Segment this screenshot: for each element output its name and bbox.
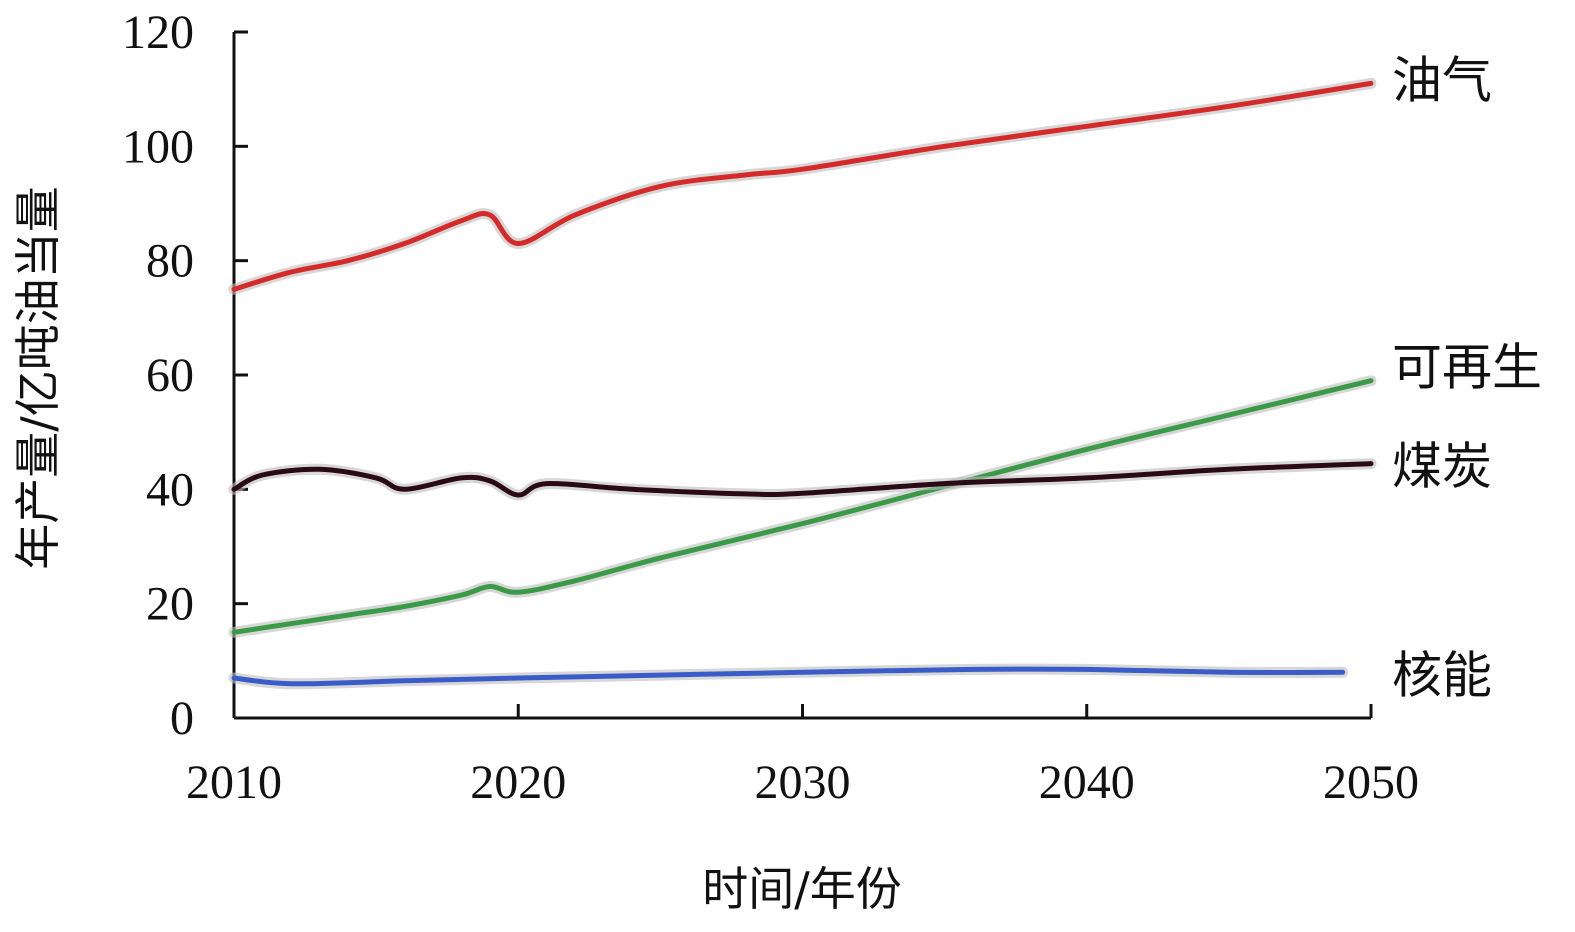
y-tick-label: 0 xyxy=(170,692,194,745)
series-line xyxy=(231,378,1374,635)
y-tick-label: 120 xyxy=(122,6,194,59)
x-tick-label: 2030 xyxy=(755,756,851,809)
series-line-halo xyxy=(228,77,1377,295)
x-tick-label: 2010 xyxy=(186,756,282,809)
series-line xyxy=(231,461,1374,498)
y-tick-label: 60 xyxy=(146,349,194,402)
series-line xyxy=(231,666,1346,687)
series-label: 煤炭 xyxy=(1392,438,1492,496)
y-tick-label: 80 xyxy=(146,235,194,288)
y-tick-label: 100 xyxy=(122,120,194,173)
x-tick-label: 2040 xyxy=(1039,756,1135,809)
series-lines xyxy=(228,77,1377,690)
x-tick-label: 2020 xyxy=(470,756,566,809)
series-line xyxy=(231,80,1374,292)
series-label: 核能 xyxy=(1392,646,1492,704)
x-axis-title: 时间/年份 xyxy=(702,862,902,916)
series-label: 油气 xyxy=(1392,51,1492,109)
y-tick-label: 20 xyxy=(146,578,194,631)
x-tick-label: 2050 xyxy=(1323,756,1419,809)
series-line-halo xyxy=(228,375,1377,638)
axes xyxy=(232,32,1371,720)
y-axis-title: 年产量/亿吨油当量 xyxy=(11,186,65,570)
series-label: 可再生 xyxy=(1392,339,1542,397)
y-tick-label: 40 xyxy=(146,463,194,516)
